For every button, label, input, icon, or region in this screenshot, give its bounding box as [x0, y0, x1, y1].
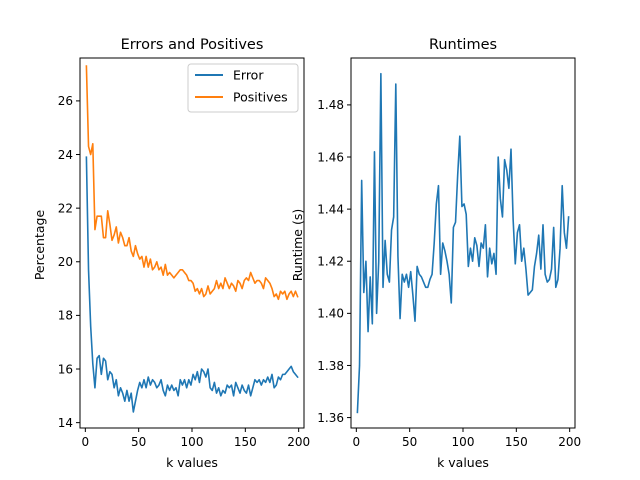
left-y-tick-label: 18 [58, 309, 73, 323]
legend-error-label: Error [233, 68, 264, 83]
left-y-tick-label: 20 [58, 255, 73, 269]
left-y-tick-label: 16 [58, 362, 73, 376]
errors-positives-subplot: Errors and Positives k values Percentage… [32, 37, 310, 470]
right-y-tick-label: 1.48 [317, 98, 344, 112]
left-error-line [85, 156, 299, 413]
left-y-tick-label: 22 [58, 201, 73, 215]
right-x-tick-label: 50 [402, 435, 417, 449]
right-x-tick-label: 200 [558, 435, 581, 449]
x-axis-label-right: k values [437, 455, 489, 470]
right-x-tick-label: 100 [452, 435, 475, 449]
subplot-title-runtimes: Runtimes [429, 37, 497, 53]
left-plot-marks: 0 50 100 150 200 14 16 18 20 22 24 26 [58, 65, 310, 449]
right-plot-marks: 0 50 100 150 200 1.36 1.38 1.40 1.42 1.44 1.46 1.48 [317, 72, 581, 449]
y-axis-label-right: Runtime (s) [290, 209, 305, 281]
right-plot-frame [350, 57, 576, 429]
left-y-tick-label: 14 [58, 416, 73, 430]
right-y-tick-label: 1.36 [317, 411, 344, 425]
left-y-tick-label: 26 [58, 94, 73, 108]
subplot-title-errors-positives: Errors and Positives [121, 37, 264, 53]
left-x-tick-label: 0 [82, 435, 90, 449]
left-x-tick-label: 100 [181, 435, 204, 449]
y-axis-label-left: Percentage [32, 210, 47, 281]
left-y-tick-label: 24 [58, 148, 73, 162]
right-y-tick-label: 1.44 [317, 202, 344, 216]
right-x-tick-label: 0 [353, 435, 361, 449]
legend-positives-label: Positives [233, 90, 288, 105]
left-plot-frame [79, 57, 305, 429]
left-x-tick-label: 150 [234, 435, 257, 449]
left-x-tick-label: 50 [131, 435, 146, 449]
right-series-0-line [356, 72, 570, 414]
legend: Error Positives [187, 63, 299, 113]
right-y-tick-label: 1.38 [317, 359, 344, 373]
x-axis-label-left: k values [166, 455, 218, 470]
runtimes-subplot: Runtimes k values Runtime (s) 0 50 100 150 2… [290, 37, 581, 470]
left-x-tick-label: 200 [287, 435, 310, 449]
right-y-tick-label: 1.42 [317, 255, 344, 269]
right-x-tick-label: 150 [505, 435, 528, 449]
right-y-tick-label: 1.46 [317, 150, 344, 164]
right-y-tick-label: 1.40 [317, 307, 344, 321]
left-positives-line [85, 65, 299, 301]
